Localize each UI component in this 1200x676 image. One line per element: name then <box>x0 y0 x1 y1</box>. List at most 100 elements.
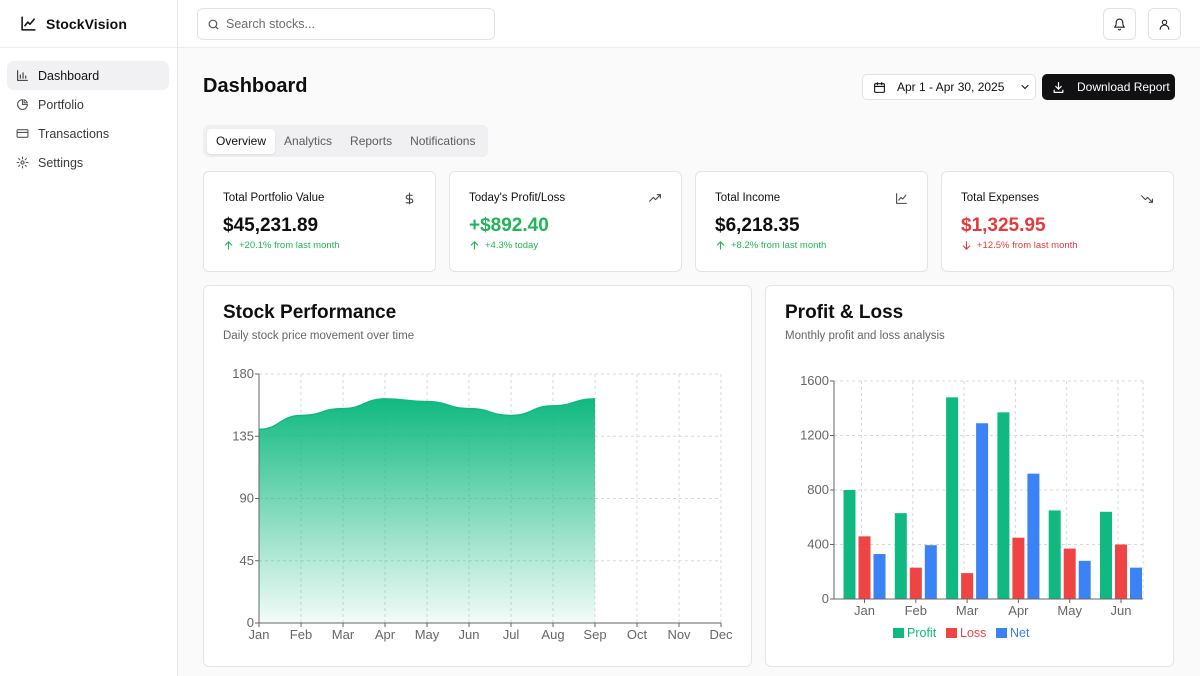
bar-net <box>976 423 989 599</box>
x-tick-label: May <box>415 627 440 642</box>
y-tick-label: 800 <box>807 482 829 497</box>
top-header <box>178 0 1200 48</box>
y-tick-label: 0 <box>247 615 254 630</box>
bar-loss <box>909 567 922 599</box>
y-tick-label: 180 <box>232 366 254 381</box>
bar-net <box>873 554 886 599</box>
y-tick-label: 400 <box>807 537 829 552</box>
card-change-text: +8.2% from last month <box>731 240 827 251</box>
sidebar-item-dashboard[interactable]: Dashboard <box>7 61 169 90</box>
y-tick-label: 135 <box>232 428 254 443</box>
bar-loss <box>858 536 871 599</box>
card-title: Total Expenses <box>961 192 1039 204</box>
bar-chart-icon <box>17 70 28 81</box>
download-report-label: Download Report <box>1077 80 1170 94</box>
x-tick-label: Feb <box>905 603 927 618</box>
dollar-icon <box>405 192 414 205</box>
y-tick-label: 45 <box>240 553 254 568</box>
bar-profit <box>997 412 1010 599</box>
tab-analytics[interactable]: Analytics <box>284 134 333 148</box>
arrow-up-icon <box>716 241 725 250</box>
date-range-picker[interactable]: Apr 1 - Apr 30, 2025 <box>862 74 1036 100</box>
y-tick-label: 90 <box>240 491 254 506</box>
bar-profit <box>894 513 907 599</box>
sidebar-item-portfolio[interactable]: Portfolio <box>7 90 169 119</box>
x-tick-label: Jan <box>854 603 875 618</box>
profit-loss-panel: 0 400 800 1200 1600 Jan Feb Mar Apr May Jun Profit L… <box>765 285 1174 667</box>
card-title: Today's Profit/Loss <box>469 192 566 204</box>
sidebar-item-label: Dashboard <box>38 68 100 83</box>
gear-icon <box>16 156 29 169</box>
card-value: $1,325.95 <box>961 215 1046 236</box>
arrow-down-icon <box>962 241 971 250</box>
sidebar-nav: Dashboard Portfolio Transactions Setting… <box>0 48 177 177</box>
legend-label-loss: Loss <box>960 626 986 640</box>
sidebar-item-transactions[interactable]: Transactions <box>7 119 169 148</box>
tab-overview[interactable]: Overview <box>207 128 276 154</box>
x-tick-label: Sep <box>583 627 606 642</box>
search-box[interactable] <box>197 8 495 40</box>
arrow-up-icon <box>470 241 479 250</box>
bar-loss <box>1115 544 1127 599</box>
date-range-label: Apr 1 - Apr 30, 2025 <box>897 80 1005 94</box>
brand-name: StockVision <box>46 15 127 32</box>
legend-label-profit: Profit <box>907 626 937 640</box>
brand[interactable]: StockVision <box>0 0 177 48</box>
x-tick-label: Jan <box>249 627 270 642</box>
search-input[interactable] <box>226 17 476 31</box>
card-total-income: Total Income $6,218.35 +8.2% from last m… <box>695 171 928 272</box>
bar-profit <box>1100 511 1112 599</box>
x-tick-label: Mar <box>332 627 355 642</box>
download-report-button[interactable]: Download Report <box>1042 74 1175 100</box>
y-tick-label: 1200 <box>800 428 829 443</box>
panel-title: Profit & Loss <box>785 302 904 323</box>
y-tick-label: 1600 <box>800 373 829 388</box>
x-tick-label: May <box>1057 603 1082 618</box>
profit-loss-chart: 0 400 800 1200 1600 Jan Feb Mar Apr May Jun Profit L… <box>800 373 1144 640</box>
card-change: +20.1% from last month <box>223 240 340 251</box>
x-tick-label: Nov <box>667 627 691 642</box>
bar-net <box>924 545 937 599</box>
page-title: Dashboard <box>203 75 308 97</box>
bar-net <box>1130 567 1142 599</box>
card-value: +$892.40 <box>469 215 549 236</box>
x-tick-label: Mar <box>956 603 979 618</box>
card-total-portfolio-value: Total Portfolio Value $45,231.89 +20.1% … <box>203 171 436 272</box>
tab-notifications[interactable]: Notifications <box>410 134 476 148</box>
bar-loss <box>1012 537 1025 599</box>
legend-swatch-net <box>996 628 1007 638</box>
download-icon <box>1053 81 1064 93</box>
user-icon <box>1159 19 1170 30</box>
bar-net <box>1078 560 1091 599</box>
card-value: $6,218.35 <box>715 215 800 236</box>
legend-swatch-profit <box>893 628 904 638</box>
x-tick-label: Oct <box>627 627 648 642</box>
x-tick-label: Jun <box>1111 603 1132 618</box>
sidebar-item-label: Portfolio <box>38 97 84 112</box>
sidebar-item-settings[interactable]: Settings <box>7 148 169 177</box>
x-tick-label: Feb <box>290 627 312 642</box>
line-chart-icon <box>896 193 907 204</box>
x-tick-label: Jun <box>459 627 480 642</box>
bar-profit <box>843 490 856 599</box>
stock-performance-chart: 0 45 90 135 180 Jan Feb Mar Apr May Jun Jul Aug Sep Oc… <box>232 366 733 642</box>
bar-loss <box>1063 548 1076 599</box>
bar-profit <box>1048 510 1061 599</box>
panel-subtitle: Monthly profit and loss analysis <box>785 330 945 342</box>
legend-swatch-loss <box>946 628 957 638</box>
trending-down-icon <box>1141 195 1153 203</box>
tab-reports[interactable]: Reports <box>350 134 393 148</box>
arrow-up-icon <box>224 241 233 250</box>
credit-card-icon <box>16 129 29 138</box>
notifications-button[interactable] <box>1103 8 1136 40</box>
area-series-line <box>258 398 596 431</box>
stock-performance-panel: 0 45 90 135 180 Jan Feb Mar Apr May Jun Jul Aug Sep Oc… <box>203 285 752 667</box>
card-todays-profit-loss: Today's Profit/Loss +$892.40 +4.3% today <box>449 171 682 272</box>
legend-label-net: Net <box>1010 626 1030 640</box>
card-change-text: +4.3% today <box>485 240 539 251</box>
user-menu-button[interactable] <box>1148 8 1181 40</box>
calendar-icon <box>874 81 885 93</box>
card-change: +4.3% today <box>469 240 538 251</box>
search-icon <box>208 19 219 29</box>
